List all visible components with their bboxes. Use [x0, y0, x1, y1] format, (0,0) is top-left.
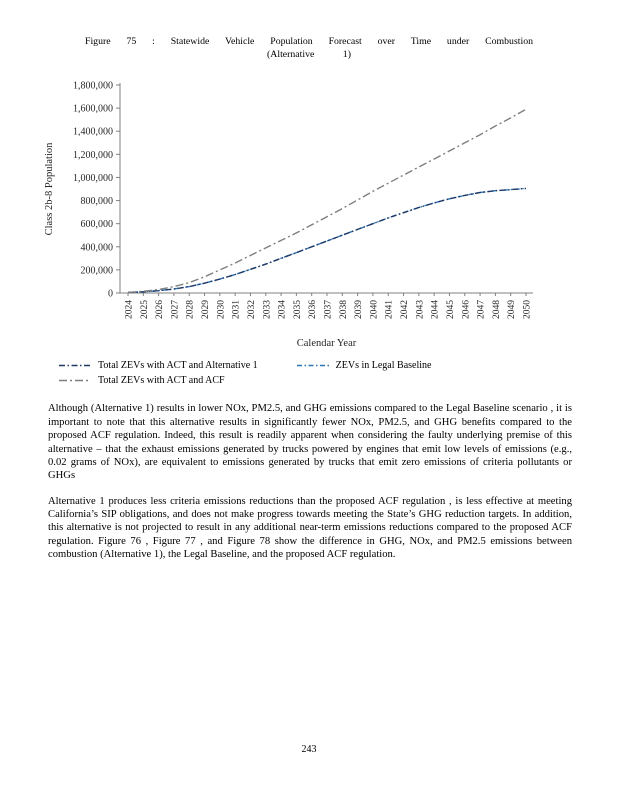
x-tick-label: 2030 [216, 300, 226, 319]
legend-line-sample-legal-baseline [296, 365, 329, 367]
body-paragraph-1: Although (Alternative 1) results in lowe… [48, 403, 572, 482]
x-tick-label: 2037 [324, 300, 334, 319]
x-tick-label: 2045 [446, 300, 456, 319]
vehicle-population-chart: 0 200,000 400,000 600,000 800,000 1,000,000 1,… [36, 73, 618, 358]
legend-row-1: Total ZEVs with ACT and Alternative 1 ZE… [58, 360, 618, 371]
y-tick-label: 1,000,000 [73, 173, 113, 184]
x-tick-label: 2042 [400, 300, 410, 319]
series-line [127, 188, 527, 294]
x-tick-label: 2050 [523, 300, 533, 319]
x-tick-label: 2044 [431, 300, 441, 319]
x-tick-label: 2049 [507, 300, 517, 319]
chart-legend: Total ZEVs with ACT and Alternative 1 ZE… [58, 360, 618, 386]
x-tick-label: 2041 [385, 300, 395, 319]
legend-label-legal-baseline: ZEVs in Legal Baseline [335, 360, 432, 372]
x-tick-label: 2031 [232, 300, 242, 319]
x-tick-label: 2033 [262, 300, 272, 319]
x-tick-label: 2040 [369, 300, 379, 319]
chart-plot-area: 0 200,000 400,000 600,000 800,000 1,000,000 1,… [44, 81, 533, 349]
body-text: Although (Alternative 1) results in lowe… [48, 402, 572, 561]
legend-row-2: Total ZEVs with ACT and ACF [58, 375, 618, 386]
x-tick-label: 2048 [492, 300, 502, 319]
x-tick-label: 2036 [308, 300, 318, 319]
y-tick-label: 400,000 [81, 243, 114, 254]
page-number: 243 [301, 744, 317, 755]
x-tick-label: 2027 [170, 300, 180, 319]
y-tick-label: 1,400,000 [73, 127, 113, 138]
legend-label-alternative1: Total ZEVs with ACT and Alternative 1 [98, 360, 258, 372]
x-tick-label: 2029 [201, 300, 211, 319]
figure-caption-line2: (Alternative 1) [267, 48, 351, 60]
y-tick-label: 1,200,000 [73, 150, 113, 161]
body-paragraph-2: Alternative 1 produces less criteria emi… [48, 495, 572, 560]
x-tick-label: 2043 [415, 300, 425, 319]
x-tick-label: 2026 [155, 300, 165, 319]
x-tick-label: 2035 [293, 300, 303, 319]
legend-line-sample-alternative1 [59, 365, 91, 367]
x-tick-label: 2024 [125, 300, 135, 319]
figure-caption: Figure 75 : Statewide Vehicle Population… [85, 36, 533, 61]
x-tick-label: 2047 [477, 300, 487, 319]
x-tick-label: 2032 [247, 300, 257, 319]
x-tick-label: 2038 [339, 300, 349, 319]
x-tick-label: 2028 [186, 300, 196, 319]
x-tick-label: 2046 [461, 300, 471, 319]
x-axis-title: Calendar Year [297, 338, 357, 349]
x-tick-label: 2025 [140, 300, 150, 319]
y-tick-label: 800,000 [81, 197, 114, 208]
x-tick-label: 2039 [354, 300, 364, 319]
figure-caption-line1: Figure 75 : Statewide Vehicle Population… [85, 36, 533, 47]
legend-item-legal-baseline: ZEVs in Legal Baseline [296, 360, 432, 372]
y-tick-label: 600,000 [81, 220, 114, 231]
legend-item-acf: Total ZEVs with ACT and ACF [58, 375, 225, 386]
y-tick-label: 1,800,000 [73, 81, 113, 92]
legend-line-sample-acf [59, 380, 91, 382]
series-line [127, 188, 527, 294]
legend-item-alternative1: Total ZEVs with ACT and Alternative 1 [58, 360, 258, 371]
y-tick-label: 200,000 [81, 266, 114, 277]
y-axis-title: Class 2b-8 Population [44, 142, 55, 236]
series-line [127, 109, 527, 294]
y-tick-label: 0 [108, 289, 113, 300]
y-tick-label: 1,600,000 [73, 104, 113, 115]
x-tick-label: 2034 [278, 300, 288, 319]
legend-label-acf: Total ZEVs with ACT and ACF [98, 375, 225, 387]
